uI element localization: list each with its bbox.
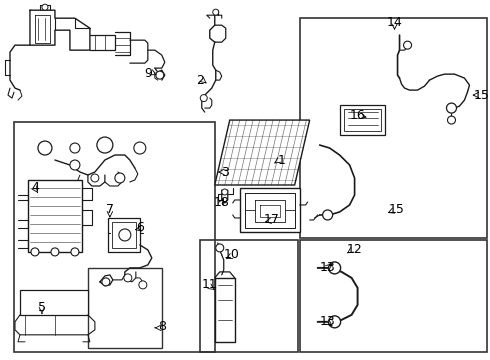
Circle shape — [42, 4, 48, 10]
Text: 12: 12 — [347, 243, 363, 256]
Text: 14: 14 — [387, 16, 402, 29]
Circle shape — [51, 248, 59, 256]
Circle shape — [222, 189, 228, 195]
Bar — [340, 105, 385, 135]
Bar — [200, 240, 297, 352]
Bar — [300, 18, 488, 238]
Circle shape — [119, 229, 131, 241]
Text: 5: 5 — [38, 301, 46, 314]
Text: 7: 7 — [106, 203, 114, 216]
Circle shape — [322, 210, 333, 220]
Bar — [343, 109, 381, 131]
Text: 1: 1 — [278, 153, 286, 167]
Circle shape — [329, 262, 341, 274]
Bar — [28, 180, 82, 252]
Text: 13: 13 — [320, 261, 336, 274]
Bar — [300, 240, 488, 352]
Text: 11: 11 — [202, 278, 218, 291]
Text: 8: 8 — [158, 320, 166, 333]
Text: 6: 6 — [136, 221, 144, 234]
Bar — [108, 218, 140, 252]
Text: 4: 4 — [31, 181, 39, 194]
Circle shape — [200, 95, 207, 102]
Text: 10: 10 — [224, 248, 240, 261]
Bar — [88, 268, 162, 348]
Circle shape — [71, 248, 79, 256]
Bar — [240, 188, 300, 232]
Circle shape — [404, 41, 412, 49]
Circle shape — [329, 316, 341, 328]
Text: 18: 18 — [214, 197, 230, 210]
Polygon shape — [215, 120, 310, 185]
Circle shape — [102, 278, 110, 286]
Circle shape — [156, 71, 164, 79]
Circle shape — [31, 248, 39, 256]
Text: 17: 17 — [264, 213, 280, 226]
Circle shape — [216, 244, 224, 252]
Circle shape — [139, 281, 147, 289]
Circle shape — [91, 174, 99, 182]
Text: 2: 2 — [196, 73, 204, 87]
Text: 16: 16 — [350, 109, 366, 122]
Text: 13: 13 — [320, 315, 336, 328]
Circle shape — [213, 9, 219, 15]
Bar — [112, 222, 136, 248]
Circle shape — [70, 160, 80, 170]
Circle shape — [70, 143, 80, 153]
Text: 3: 3 — [221, 166, 229, 179]
Circle shape — [447, 116, 456, 124]
Circle shape — [38, 141, 52, 155]
Bar — [20, 290, 88, 315]
Bar — [14, 122, 215, 352]
Circle shape — [134, 142, 146, 154]
Circle shape — [115, 173, 125, 183]
Text: 9: 9 — [144, 67, 152, 80]
Circle shape — [97, 137, 113, 153]
Text: 15: 15 — [473, 89, 490, 102]
Circle shape — [446, 103, 457, 113]
Text: 15: 15 — [389, 203, 404, 216]
Circle shape — [124, 274, 132, 282]
